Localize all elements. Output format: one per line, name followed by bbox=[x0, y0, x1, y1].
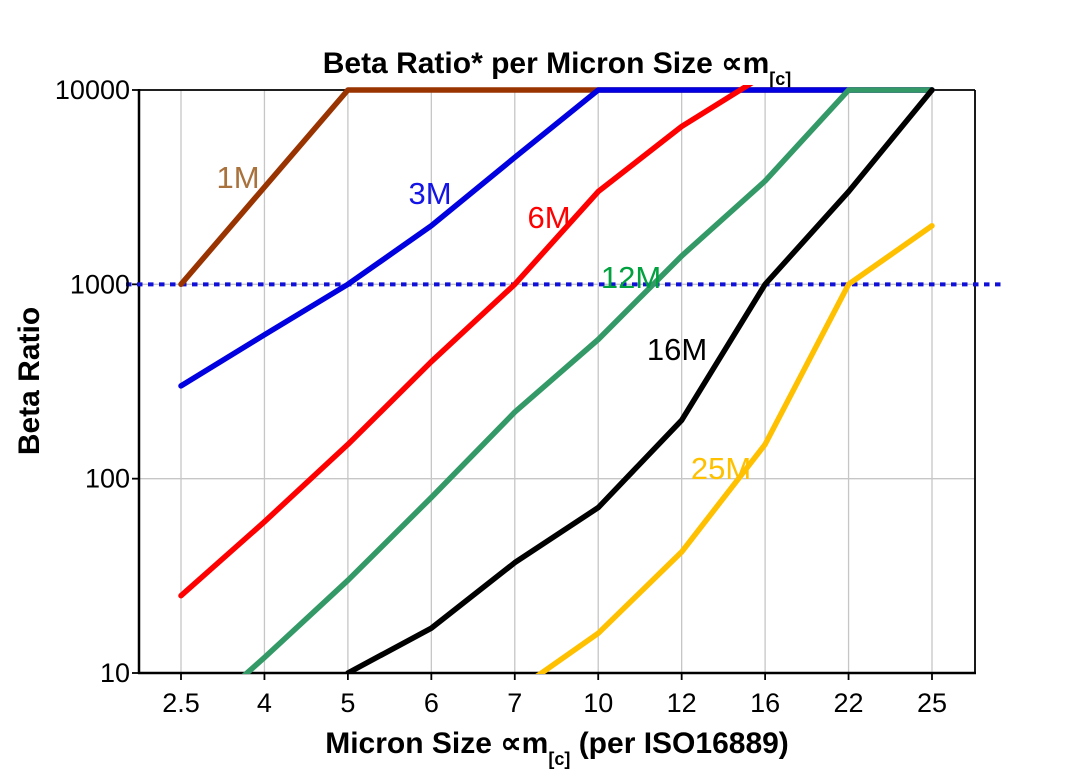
series-line-12M bbox=[241, 87, 935, 674]
x-tick-label-6: 6 bbox=[424, 688, 439, 718]
y-tick-label-10000: 10000 bbox=[55, 75, 130, 105]
x-tick-label-22: 22 bbox=[834, 688, 864, 718]
x-tick-label-2.5: 2.5 bbox=[162, 688, 200, 718]
x-axis-title-suffix: (per ISO16889) bbox=[570, 727, 789, 760]
series-line-16M bbox=[345, 87, 935, 674]
series-line-3M bbox=[178, 87, 935, 389]
series-label-16M: 16M bbox=[647, 332, 707, 367]
proportional-symbol-x: ∝m bbox=[500, 727, 549, 760]
x-tick-label-5: 5 bbox=[340, 688, 355, 718]
x-tick-label-12: 12 bbox=[667, 688, 697, 718]
x-axis-title-text: Micron Size bbox=[325, 727, 501, 760]
x-axis-title-subscript: [c] bbox=[548, 748, 571, 769]
y-tick-label-10: 10 bbox=[100, 658, 130, 688]
series-label-1M: 1M bbox=[216, 160, 259, 195]
x-tick-label-4: 4 bbox=[257, 688, 272, 718]
series-label-3M: 3M bbox=[408, 176, 451, 211]
series-line-25M bbox=[535, 223, 935, 674]
y-tick-label-100: 100 bbox=[85, 464, 130, 494]
proportional-symbol: ∝m bbox=[721, 47, 770, 80]
x-tick-label-16: 16 bbox=[750, 688, 780, 718]
x-tick-label-10: 10 bbox=[583, 688, 613, 718]
x-tick-label-25: 25 bbox=[917, 688, 947, 718]
chart-title: Beta Ratio* per Micron Size ∝m[c] bbox=[139, 44, 975, 88]
series-label-12M: 12M bbox=[601, 260, 661, 295]
series-label-6M: 6M bbox=[527, 200, 570, 235]
series-label-25M: 25M bbox=[691, 451, 751, 486]
chart-title-subscript: [c] bbox=[769, 68, 792, 89]
chart-title-text: Beta Ratio* per Micron Size bbox=[322, 47, 722, 80]
x-tick-label-7: 7 bbox=[507, 688, 522, 718]
series-line-6M bbox=[178, 85, 754, 599]
x-axis-title: Micron Size ∝m[c] (per ISO16889) bbox=[139, 724, 975, 768]
y-tick-label-1000: 1000 bbox=[70, 269, 130, 299]
